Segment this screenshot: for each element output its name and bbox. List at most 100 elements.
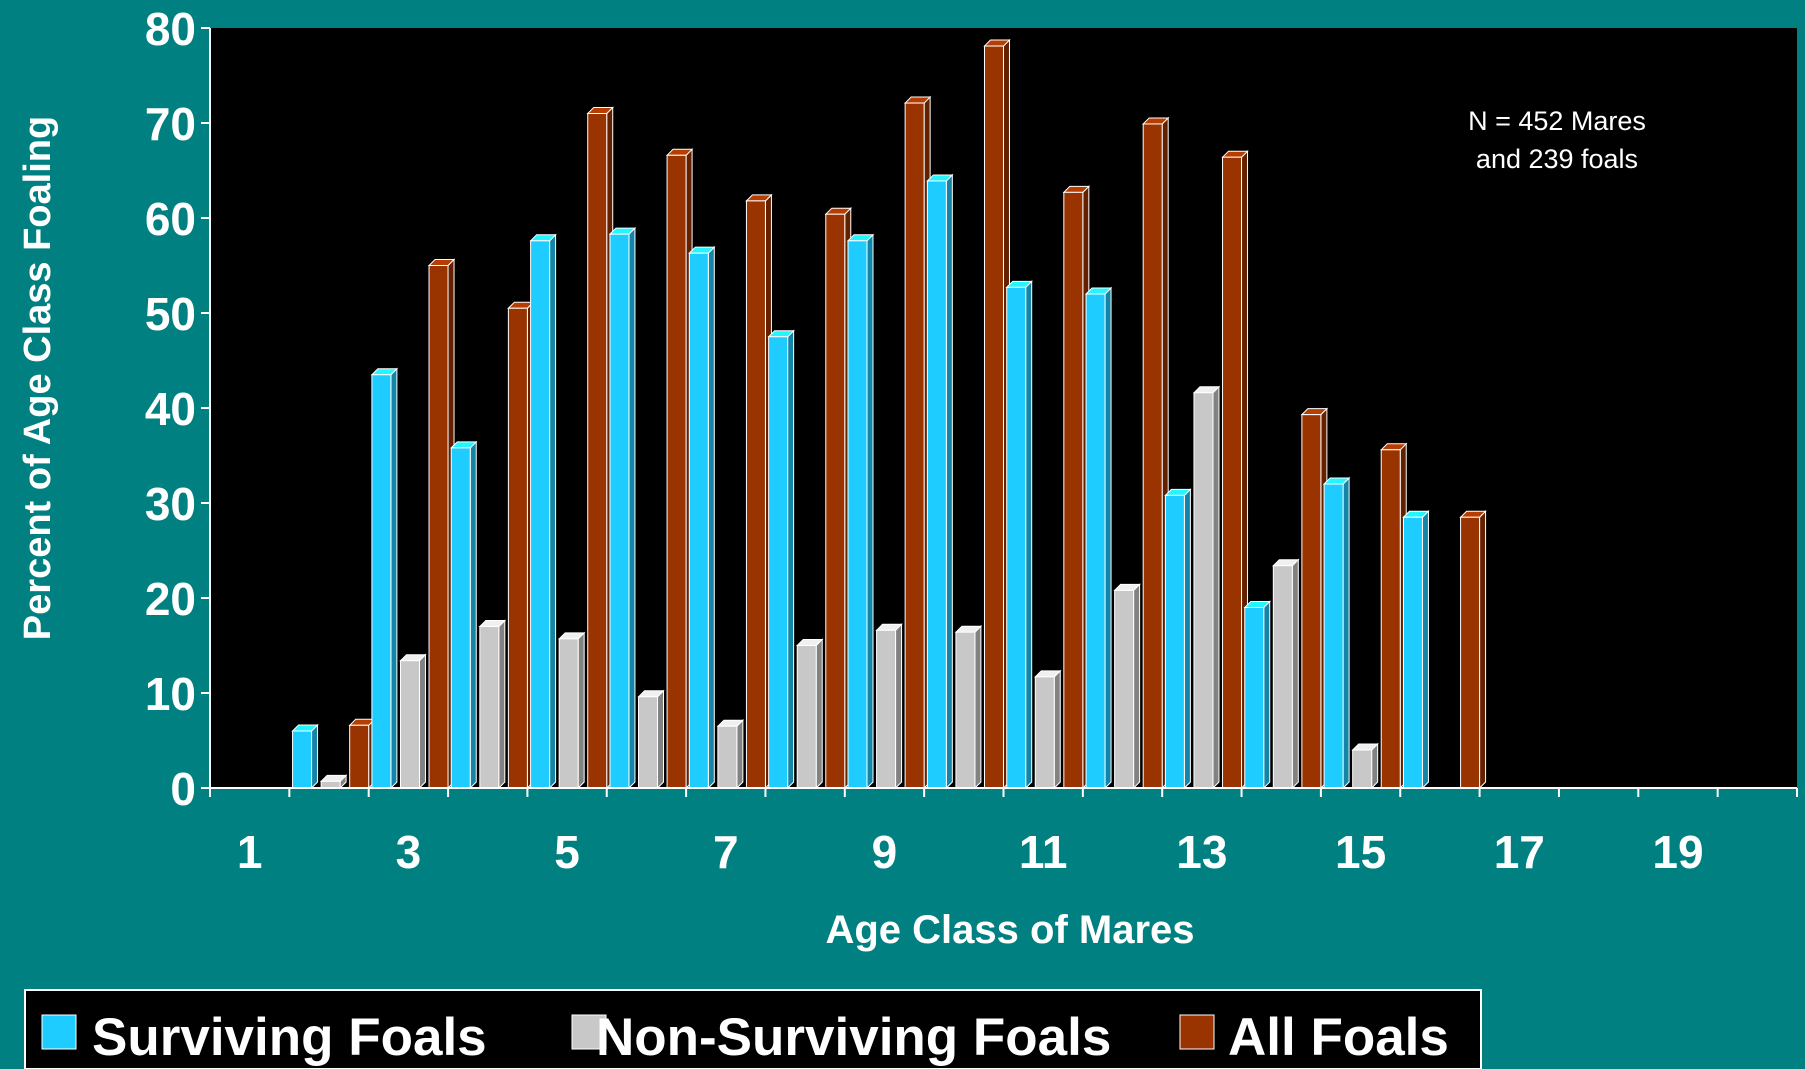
bar-side [628,226,636,790]
all-foals-bar [1062,185,1091,790]
bar-front [1323,483,1344,789]
legend-swatch-surviving [41,1014,77,1050]
bar-front [1085,293,1106,789]
y-tick-label: 40 [145,383,196,435]
all-foals-bar [983,38,1011,790]
bar-front [847,240,868,789]
annotation-line-2: and 239 foals [1476,144,1638,174]
bar-front [1352,749,1373,789]
x-ticks: 1 3 5 7 9 11 13 15 17 19 [209,788,1798,878]
bar-side [1053,669,1061,790]
bar-front [745,200,766,789]
bar-side [1291,558,1299,790]
x-tick-label: 7 [713,826,739,878]
y-axis-label: Percent of Age Class Foaling [17,116,59,640]
bar-front [688,252,709,789]
legend-box [24,989,1482,1069]
bar-front [1222,156,1243,789]
x-tick-label: 11 [1019,826,1068,878]
y-tick-label: 20 [145,573,196,625]
surviving-foals-bar [1084,286,1113,790]
bar-side [1183,488,1191,790]
y-tick-label: 10 [145,668,196,720]
all-foals-bar [427,258,456,790]
bar-front [955,631,976,789]
surviving-foals-bar [846,233,875,790]
non-surviving-foals-bar [954,624,983,790]
bar-front [1244,607,1265,789]
non-surviving-foals-bar [319,774,348,790]
bar-front [450,447,471,789]
bar-front [638,696,659,789]
all-foals-bar [745,193,773,790]
bar-side [787,329,795,790]
bar-side [1421,510,1429,790]
bar-front [349,724,370,789]
bar-front [1164,494,1185,789]
all-foals-bar [903,95,932,790]
non-surviving-foals-bar [796,638,824,790]
annotation-line-1: N = 452 Mares [1468,106,1646,136]
non-surviving-foals-bar [478,619,507,790]
y-tick-label: 70 [145,98,196,150]
bar-side [945,173,953,790]
y-ticks: 0 10 20 30 40 50 60 70 80 [145,3,210,815]
x-tick-label: 3 [396,826,422,878]
bar-side [736,719,744,790]
bar-front [587,113,608,789]
bar-front [983,45,1004,789]
bar-side [895,623,903,790]
surviving-foals-bar [926,173,954,790]
bar-side [1479,510,1487,790]
x-tick-label: 5 [554,826,580,878]
all-foals-bar [507,301,535,790]
legend-label-surviving: Surviving Foals [92,1008,487,1067]
non-surviving-foals-bar [1034,669,1062,790]
bar-front [825,213,846,789]
surviving-foals-bar [370,367,399,790]
bar-front [1301,414,1322,789]
bar-side [974,624,982,790]
bar-side [1212,385,1220,790]
bar-front [609,233,630,789]
bar-front [371,374,392,789]
bar-front [1402,516,1423,789]
y-tick-label: 50 [145,288,196,340]
all-foals-bar [1141,116,1170,790]
bar-front [717,725,738,789]
bar-front [1034,676,1055,789]
all-foals-bar [1459,510,1487,790]
surviving-foals-bar [1402,510,1430,790]
bar-side [1133,583,1141,790]
x-tick-label: 15 [1335,826,1386,878]
non-surviving-foals-bar [1351,742,1379,790]
bar-side [815,638,823,790]
bar-side [866,233,874,790]
x-tick-label: 9 [872,826,898,878]
surviving-foals-bar [608,226,637,790]
bar-front [904,102,925,789]
bar-front [1193,392,1214,789]
surviving-foals-bar [529,233,557,790]
bar-side [1263,600,1271,790]
bar-front [1006,286,1027,789]
surviving-foals-bar [1322,476,1351,790]
all-foals-bar [348,718,376,790]
bar-front [399,660,420,789]
bar-front [876,629,897,789]
bar-front [1142,123,1163,789]
bar-front [1272,565,1293,789]
all-foals-bar [1221,149,1249,790]
bar-front [926,180,947,789]
x-tick-label: 13 [1176,826,1227,878]
bar-side [311,723,319,790]
bar-front [666,154,687,789]
bar-side [469,440,477,790]
y-tick-label: 60 [145,193,196,245]
surviving-foals-bar [450,440,478,790]
bar-front [768,336,789,789]
x-tick-label: 19 [1652,826,1703,878]
bar-side [549,233,557,790]
bar-side [498,619,506,790]
